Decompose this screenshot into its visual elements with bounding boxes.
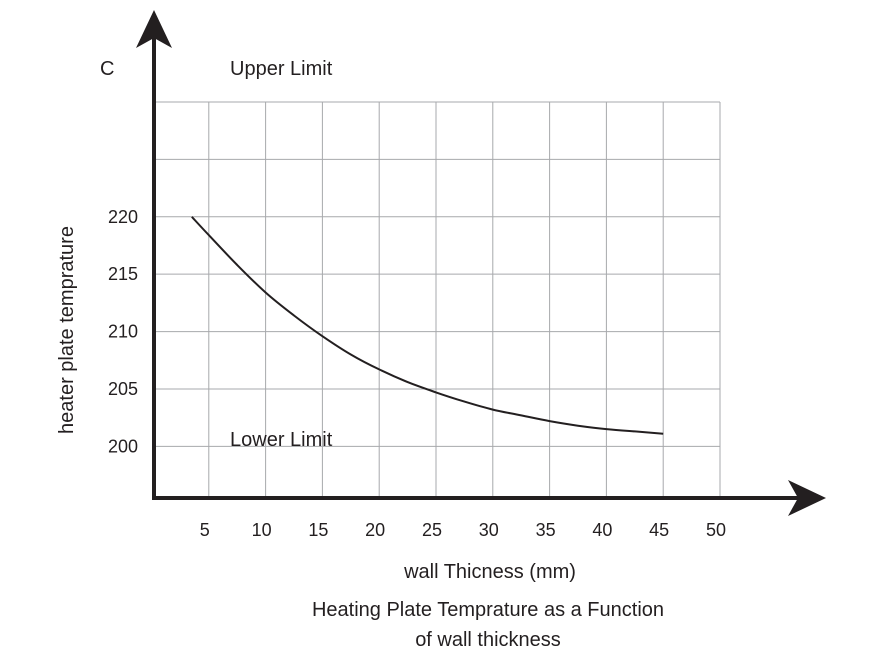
x-tick-label: 5 xyxy=(200,520,210,540)
x-tick-label: 20 xyxy=(365,520,385,540)
y-tick-labels: 200 205 210 215 220 xyxy=(108,207,138,457)
x-tick-label: 10 xyxy=(252,520,272,540)
y-tick-label: 205 xyxy=(108,379,138,399)
x-tick-label: 40 xyxy=(592,520,612,540)
y-unit-label: C xyxy=(100,58,114,80)
x-axis-arrow xyxy=(788,480,826,516)
y-tick-label: 215 xyxy=(108,264,138,284)
upper-limit-label: Upper Limit xyxy=(230,58,333,80)
lower-limit-label: Lower Limit xyxy=(230,429,333,451)
x-tick-label: 35 xyxy=(536,520,556,540)
y-axis-arrow xyxy=(136,10,172,48)
y-tick-label: 210 xyxy=(108,322,138,342)
y-axis-title: heater plate temprature xyxy=(56,226,78,434)
x-axis-title: wall Thicness (mm) xyxy=(403,561,576,583)
chart-title-line-2: of wall thickness xyxy=(415,629,561,651)
x-tick-label: 50 xyxy=(706,520,726,540)
y-tick-label: 200 xyxy=(108,436,138,456)
x-tick-label: 15 xyxy=(308,520,328,540)
series-line xyxy=(191,216,664,435)
chart-title-line-1: Heating Plate Temprature as a Function xyxy=(312,599,664,621)
x-tick-labels: 5 10 15 20 25 30 35 40 45 50 xyxy=(200,520,726,540)
x-tick-label: 25 xyxy=(422,520,442,540)
y-tick-label: 220 xyxy=(108,207,138,227)
axes xyxy=(136,10,826,516)
x-tick-label: 45 xyxy=(649,520,669,540)
x-tick-label: 30 xyxy=(479,520,499,540)
grid xyxy=(152,101,721,498)
